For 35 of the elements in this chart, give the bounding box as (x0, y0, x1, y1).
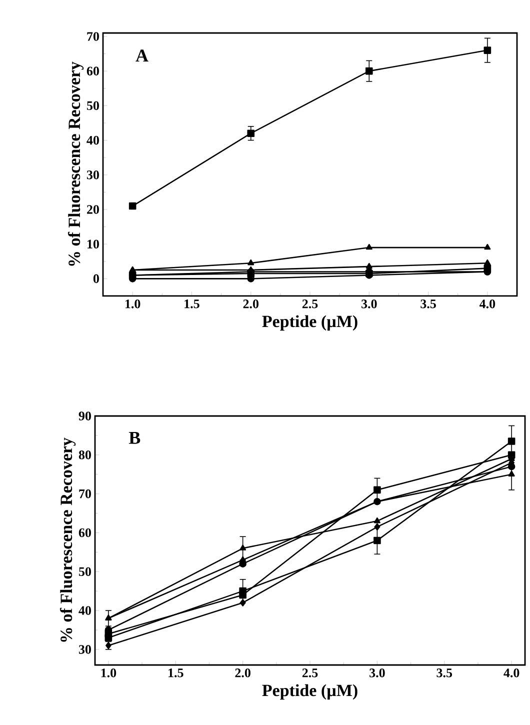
y-tick-label: 60 (86, 66, 99, 76)
x-tick-label: 4.0 (504, 668, 520, 678)
x-tick-label: 1.5 (168, 668, 184, 678)
x-axis-title: Peptide (µM) (262, 315, 358, 331)
x-tick-label: 3.0 (362, 300, 377, 308)
y-tick-label: 60 (78, 528, 91, 538)
y-tick-label: 0 (93, 274, 99, 284)
x-axis-title: Peptide (µM) (262, 684, 358, 700)
x-tick-label: 3.5 (420, 300, 436, 308)
y-tick-label: 40 (78, 606, 91, 615)
y-tick-label: 50 (78, 567, 91, 576)
x-tick-label: 2.5 (302, 668, 318, 678)
y-tick-label: 80 (78, 450, 91, 460)
x-tick-label: 4.0 (479, 300, 496, 308)
y-tick-label: 40 (86, 136, 99, 145)
y-tick-label: 30 (86, 170, 99, 180)
y-tick-label: 30 (78, 645, 91, 654)
x-tick-label: 2.5 (302, 300, 318, 308)
x-tick-label: 3.0 (370, 668, 385, 678)
y-tick-label: 70 (87, 32, 99, 41)
y-axis-title: % of Fluorescence Recovery (60, 438, 76, 642)
x-tick-label: 1.0 (125, 300, 140, 308)
y-tick-label: 90 (78, 412, 91, 420)
x-tick-label: 3.5 (436, 668, 452, 678)
x-tick-label: 2.0 (243, 300, 258, 308)
x-tick-label: 1.0 (101, 668, 116, 678)
y-tick-label: 70 (79, 489, 91, 498)
text: A (136, 50, 148, 62)
y-axis-title: % of Fluorescence Recovery (68, 62, 84, 266)
x-tick-label: 2.0 (235, 668, 250, 678)
y-tick-label: 10 (88, 240, 99, 248)
x-tick-label: 1.5 (184, 300, 200, 308)
text: B (128, 432, 140, 444)
y-tick-label: 20 (87, 205, 99, 214)
y-tick-label: 50 (86, 101, 99, 110)
